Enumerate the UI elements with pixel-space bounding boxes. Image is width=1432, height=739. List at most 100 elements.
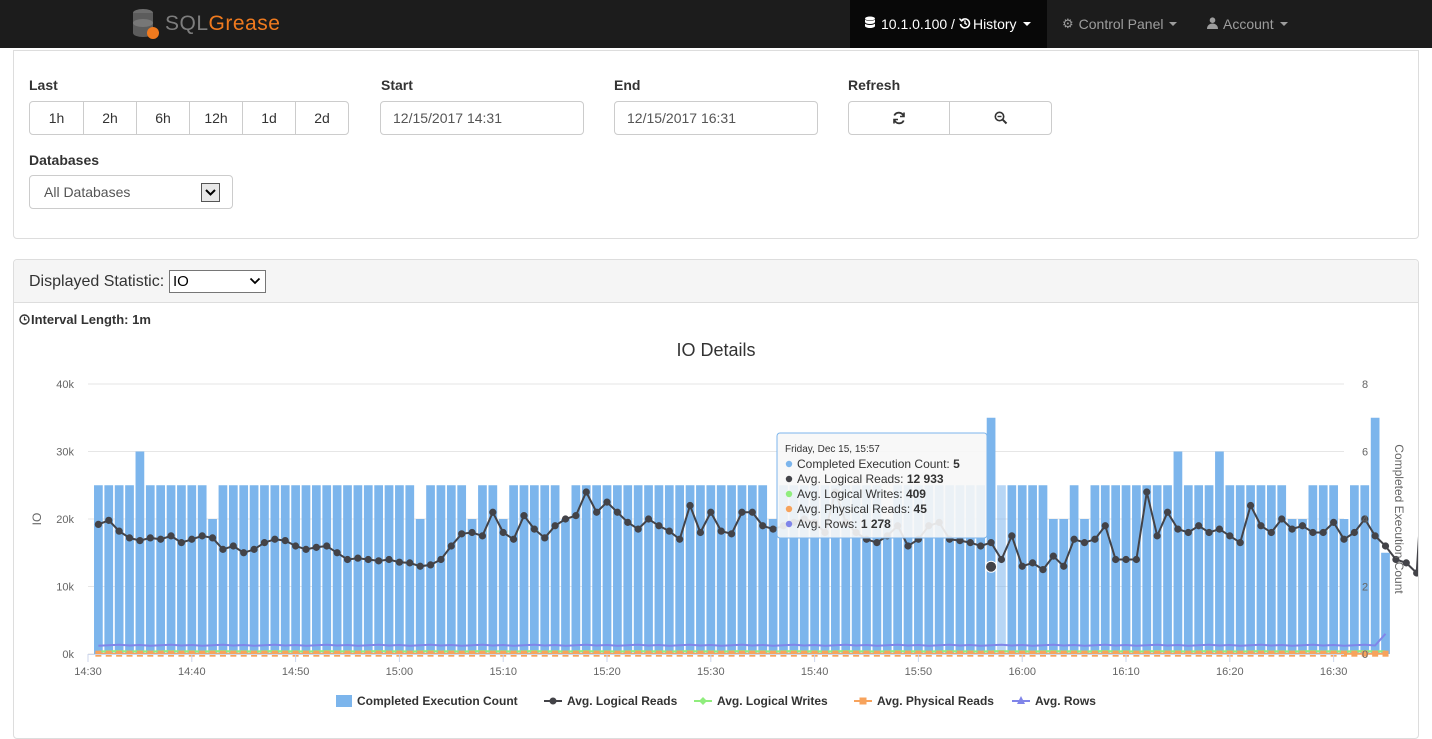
physical-reads-point [511,651,517,657]
chart-bars [94,418,1390,654]
physical-reads-point [749,651,755,657]
bar [322,485,331,654]
physical-reads-point [1216,651,1222,657]
logical-reads-point [635,526,642,533]
bar [675,485,684,654]
bar [1319,485,1328,654]
top-navbar: SQLGrease 10.1.0.100 / History ⚙ Control… [0,0,1432,48]
bar [1174,452,1183,655]
logical-reads-point [188,536,195,543]
logical-reads-point [998,556,1005,563]
physical-reads-point [791,651,797,657]
databases-select[interactable]: All Databases [29,175,233,209]
physical-reads-point [345,651,351,657]
logical-reads-point [1299,522,1306,529]
bar [447,485,456,654]
brand-grease: Grease [209,12,281,35]
gear-icon: ⚙ [1062,16,1074,32]
physical-reads-point [542,651,548,657]
last-label: Last [29,77,58,93]
bar [686,485,695,654]
bar [115,485,124,654]
physical-reads-point [137,651,143,657]
logical-reads-point [219,546,226,553]
legend-bar-symbol [336,695,352,707]
bar [270,485,279,654]
displayed-statistic-select[interactable]: IO [169,270,266,293]
refresh-button[interactable] [848,101,950,135]
range-1h-button[interactable]: 1h [29,101,84,135]
bar [1215,452,1224,655]
physical-reads-point [1009,651,1015,657]
x-tick-label: 14:30 [74,666,102,678]
nav-account-dropdown[interactable]: Account [1193,0,1302,48]
nav-history-dropdown[interactable]: 10.1.0.100 / History [850,0,1047,48]
bar [1153,485,1162,654]
range-12h-button[interactable]: 12h [189,101,243,135]
tooltip-row-label: Completed Execution Count: [797,457,953,471]
bar [260,485,269,654]
physical-reads-point [1133,651,1139,657]
bar [219,485,228,654]
x-tick-label: 16:00 [1008,666,1036,678]
range-6h-button[interactable]: 6h [136,101,190,135]
chart-legend: Completed Execution Count Avg. Logical Re… [336,694,1096,708]
logical-reads-point [167,532,174,539]
range-2d-button[interactable]: 2d [295,101,349,135]
physical-reads-point [210,651,216,657]
bar [94,485,103,654]
tooltip-row: Avg. Rows: 1 278 [797,517,891,531]
bar [1381,553,1390,654]
database-icon [864,16,876,32]
physical-reads-point [1050,651,1056,657]
logical-reads-point [365,556,372,563]
physical-reads-point [1061,651,1067,657]
bar [478,485,487,654]
logical-reads-point [1268,529,1275,536]
end-datetime-input[interactable]: 12/15/2017 16:31 [614,101,818,135]
logical-reads-point [282,537,289,544]
account-label: Account [1223,16,1274,32]
physical-reads-point [1248,651,1254,657]
bar [644,485,653,654]
start-datetime-input[interactable]: 12/15/2017 14:31 [380,101,584,135]
zoom-out-button[interactable] [949,101,1052,135]
physical-reads-point [158,651,164,657]
tooltip-row-value: 45 [914,502,928,516]
range-2h-button[interactable]: 2h [83,101,137,135]
nav-control-panel-dropdown[interactable]: ⚙ Control Panel [1048,0,1191,48]
bar [1298,519,1307,654]
physical-reads-point [625,651,631,657]
bar [987,418,996,654]
physical-reads-point [365,651,371,657]
tooltip-row-label: Avg. Physical Reads: [797,502,914,516]
physical-reads-point [199,651,205,657]
bar [281,485,290,654]
logical-reads-point [769,526,776,533]
legend-label: Avg. Logical Reads [567,694,678,708]
physical-reads-point [1320,651,1326,657]
bar [312,485,321,654]
logical-reads-point [468,529,475,536]
logical-reads-point [1185,529,1192,536]
bar [343,485,352,654]
physical-reads-point [1206,651,1212,657]
physical-reads-point [1279,651,1285,657]
bar [104,485,113,654]
logical-reads-point [417,563,424,570]
physical-reads-point [1196,651,1202,657]
bar [530,485,539,654]
brand[interactable]: SQLGrease [131,4,280,44]
physical-reads-point [490,651,496,657]
range-1d-button[interactable]: 1d [242,101,296,135]
logical-reads-point [541,534,548,541]
logical-reads-point [697,529,704,536]
legend-label: Completed Execution Count [357,694,518,708]
logical-reads-point [1029,559,1036,566]
physical-reads-point [127,651,133,657]
bar [177,485,186,654]
physical-reads-point [116,651,122,657]
bar [997,485,1006,654]
physical-reads-point [635,651,641,657]
logical-reads-point [1133,556,1140,563]
